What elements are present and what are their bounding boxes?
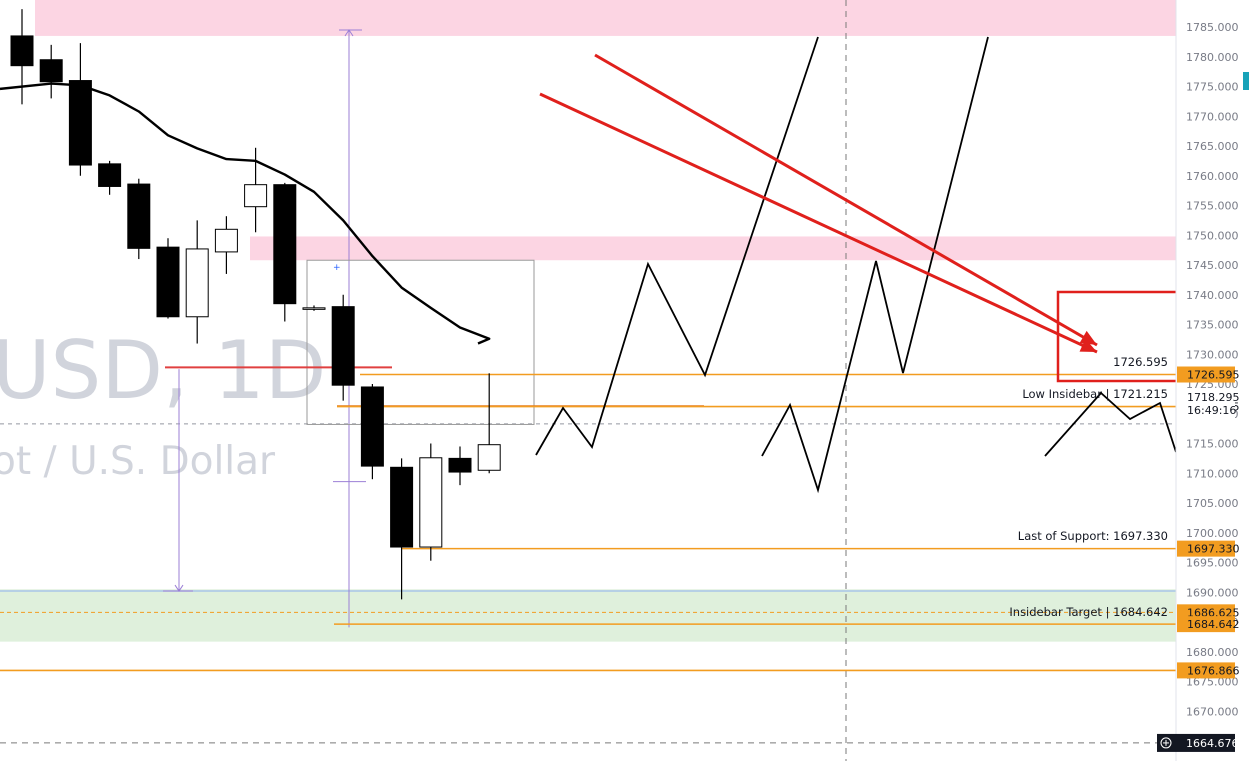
y-tick-label: 1730.000 xyxy=(1186,348,1239,361)
countdown-text: 16:49:16 xyxy=(1187,404,1236,417)
annotations-layer: 1726.595 Low Insidebar | 1721.215 Last of … xyxy=(1009,355,1168,619)
price-label-text: 1686.625 xyxy=(1187,606,1240,619)
measure-arrow-top xyxy=(344,29,354,37)
y-tick-label: 1745.000 xyxy=(1186,259,1239,272)
candle-body xyxy=(156,246,180,318)
candle-body xyxy=(10,35,34,67)
candle-body xyxy=(390,466,414,548)
red-arrow-head xyxy=(1079,330,1097,345)
candle-body xyxy=(98,163,122,187)
candles-layer xyxy=(10,9,501,600)
y-tick-label: 1710.000 xyxy=(1186,467,1239,480)
y-tick-label: 1740.000 xyxy=(1186,289,1239,302)
y-tick-label: 1670.000 xyxy=(1186,705,1239,718)
insidebar-box-marker: + xyxy=(333,263,341,273)
price-label-badge xyxy=(1177,366,1235,383)
watermark: USD, 1D ot / U.S. Dollar xyxy=(0,324,326,484)
current-price-text: 1718.295 xyxy=(1187,391,1240,404)
resistance-zone-mid xyxy=(250,236,1176,261)
support-zone xyxy=(0,589,1176,642)
candle-body xyxy=(448,457,472,473)
y-tick-label: 1715.000 xyxy=(1186,438,1239,451)
y-tick-label: 1770.000 xyxy=(1186,110,1239,123)
candle-body xyxy=(244,184,268,208)
y-tick-label: 1680.000 xyxy=(1186,646,1239,659)
price-label-text: 1726.595 xyxy=(1187,369,1240,382)
crosshair-price-text: 1664.676 xyxy=(1186,737,1239,750)
y-tick-label: 1705.000 xyxy=(1186,497,1239,510)
price-label-text: 1676.866 xyxy=(1187,664,1240,677)
resistance-zone-top xyxy=(35,0,1176,36)
y-tick-label: 1760.000 xyxy=(1186,170,1239,183)
projection-zigzag xyxy=(1044,391,1177,457)
y-tick-label: 1775.000 xyxy=(1186,81,1239,94)
candle-body xyxy=(360,386,384,467)
red-arrow xyxy=(539,92,1098,354)
price-label-badge xyxy=(1177,662,1235,679)
red-arrow-head xyxy=(1079,338,1097,352)
y-tick-label: 1780.000 xyxy=(1186,51,1239,64)
y-tick-label: 1695.000 xyxy=(1186,557,1239,570)
y-tick-label: 1765.000 xyxy=(1186,140,1239,153)
red-arrow xyxy=(594,53,1098,347)
price-annotation: 1726.595 xyxy=(1113,355,1168,369)
arrows-layer xyxy=(539,53,1209,383)
candle-body xyxy=(185,248,209,318)
candle-body xyxy=(331,306,355,386)
y-tick-label: 1690.000 xyxy=(1186,586,1239,599)
candle-body xyxy=(68,80,92,166)
candle-body xyxy=(419,457,443,548)
price-label-badge xyxy=(1177,540,1235,557)
y-tick-label: 1785.000 xyxy=(1186,21,1239,34)
current-price-badge xyxy=(1177,388,1235,419)
candle-body xyxy=(39,59,63,83)
price-label-text: 1684.642 xyxy=(1187,618,1240,631)
price-annotation: Insidebar Target | 1684.642 xyxy=(1009,605,1168,619)
projection-zigzag xyxy=(761,36,989,494)
drawings-layer: + xyxy=(0,0,1177,761)
y-tick-label: 1700.000 xyxy=(1186,527,1239,540)
candle-body xyxy=(127,183,151,249)
scroll-marker xyxy=(1243,72,1249,90)
candle-body xyxy=(302,307,326,310)
watermark-description: ot / U.S. Dollar xyxy=(0,439,276,484)
price-axis[interactable]: 1785.000 1780.000 1775.000 1770.000 1765.000… xyxy=(1157,0,1249,761)
y-tick-label: 1755.000 xyxy=(1186,200,1239,213)
moving-average-line xyxy=(0,82,491,345)
zones-layer xyxy=(0,0,1176,642)
y-tick-label: 1750.000 xyxy=(1186,229,1239,242)
y-tick-label: 1735.000 xyxy=(1186,319,1239,332)
candle-body xyxy=(214,228,238,253)
moving-average-layer xyxy=(0,82,491,345)
candle-body xyxy=(273,184,297,305)
watermark-symbol: USD, 1D xyxy=(0,324,326,417)
price-label-text: 1697.330 xyxy=(1187,543,1240,556)
price-annotation: Low Insidebar | 1721.215 xyxy=(1022,387,1168,401)
candle-body xyxy=(477,444,501,471)
crosshair-price-badge xyxy=(1157,733,1235,752)
price-annotation: Last of Support: 1697.330 xyxy=(1018,529,1168,543)
plus-circle-icon xyxy=(1160,737,1172,749)
y-tick-label: 1675.000 xyxy=(1186,676,1239,689)
price-label-badge xyxy=(1177,616,1235,633)
insidebar-box xyxy=(306,259,535,425)
projection-zigzag xyxy=(535,36,819,456)
